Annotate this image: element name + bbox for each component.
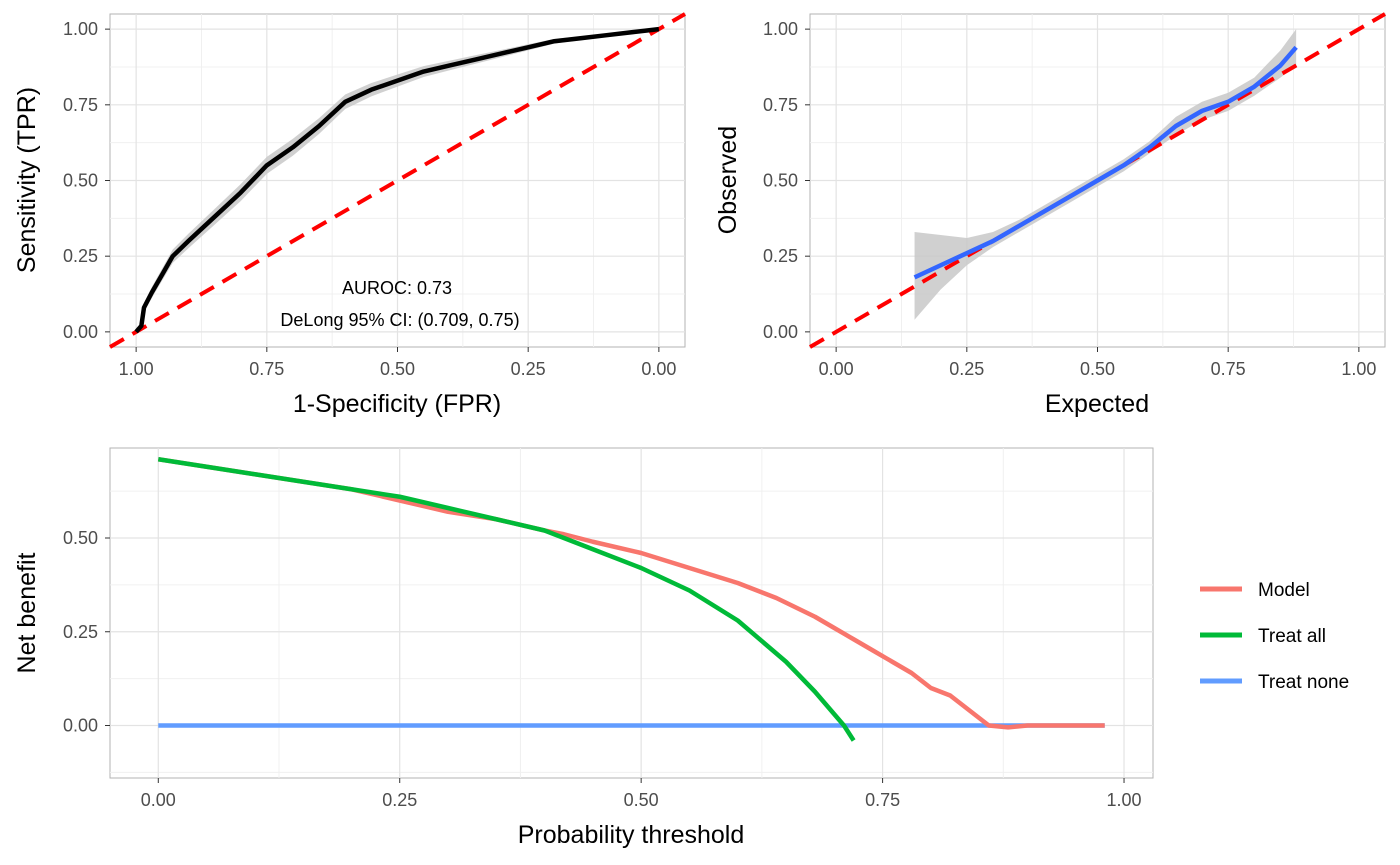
y-tick-label: 0.00	[63, 322, 98, 342]
x-tick-label: 0.25	[382, 790, 417, 810]
y-tick-label: 0.75	[63, 95, 98, 115]
x-tick-label: 1.00	[1107, 790, 1142, 810]
calibration-reference-line	[808, 12, 1387, 349]
roc-grid	[110, 14, 685, 347]
x-tick-label: 1.00	[1341, 359, 1376, 379]
decision-curve-x-axis-title: Probability threshold	[518, 821, 745, 849]
x-tick-label: 0.00	[141, 790, 176, 810]
roc-y-axis-title: Sensitivity (TPR)	[13, 87, 41, 273]
roc-diagonal-reference	[108, 12, 687, 349]
x-tick-label: 0.00	[819, 359, 854, 379]
roc-x-ticks: 1.00 0.75 0.50 0.25 0.00	[119, 347, 676, 379]
decision-curve-y-axis-title: Net benefit	[13, 552, 41, 673]
roc-y-ticks: 0.00 0.25 0.50 0.75 1.00	[63, 19, 110, 342]
y-tick-label: 1.00	[63, 19, 98, 39]
y-tick-label: 0.50	[63, 171, 98, 191]
roc-x-axis-title: 1-Specificity (FPR)	[293, 390, 501, 418]
legend-label-treat-none: Treat none	[1258, 672, 1349, 693]
auroc-annotation: AUROC: 0.73	[342, 278, 452, 298]
decision-curve-panel-border	[109, 447, 1154, 779]
x-tick-label: 0.50	[1080, 359, 1115, 379]
calibration-y-axis-title: Observed	[714, 126, 742, 234]
x-tick-label: 0.25	[511, 359, 546, 379]
x-tick-label: 0.00	[641, 359, 676, 379]
x-tick-label: 1.00	[119, 359, 154, 379]
x-tick-label: 0.75	[1211, 359, 1246, 379]
x-tick-label: 0.25	[949, 359, 984, 379]
calibration-curve-line	[913, 45, 1298, 280]
legend-label-treat-all: Treat all	[1258, 626, 1326, 647]
y-tick-label: 0.75	[763, 95, 798, 115]
roc-panel: 1.00 0.75 0.50 0.25 0.00 0.000.250.500.751.0…	[13, 12, 687, 418]
y-tick-label: 0.00	[763, 322, 798, 342]
roc-curve-line	[134, 26, 660, 334]
y-tick-label: 1.00	[763, 19, 798, 39]
calibration-y-ticks: 0.00 0.25 0.50 0.75 1.00	[763, 19, 810, 342]
calibration-grid	[810, 14, 1385, 347]
treat-all-line	[157, 457, 856, 742]
roc-curve	[134, 26, 660, 334]
x-tick-label: 0.75	[865, 790, 900, 810]
decision-curve-y-ticks: 0.00 0.25 0.50	[63, 528, 110, 736]
decision-curve-x-ticks: 0.00 0.25 0.50 0.75 1.00	[141, 778, 1142, 810]
calibration-diagonal-reference	[808, 12, 1387, 349]
y-tick-label: 0.00	[63, 716, 98, 736]
model-line	[157, 457, 1105, 730]
decision-curve-panel: 0.00 0.25 0.50 0.75 1.00 0.00 0.25 0.50 Probab…	[13, 447, 1349, 849]
calibration-x-ticks: 0.00 0.25 0.50 0.75 1.00	[819, 347, 1376, 379]
calibration-x-axis-title: Expected	[1045, 390, 1149, 418]
decision-curve-legend: Model Treat all Treat none	[1200, 580, 1349, 693]
y-tick-label: 0.25	[63, 246, 98, 266]
roc-reference-line	[108, 12, 687, 349]
calibration-curve	[913, 45, 1298, 280]
y-tick-label: 0.50	[763, 171, 798, 191]
x-tick-label: 0.50	[380, 359, 415, 379]
legend-label-model: Model	[1258, 580, 1310, 601]
decision-curve-lines	[157, 457, 1105, 742]
x-tick-label: 0.75	[249, 359, 284, 379]
delong-ci-annotation: DeLong 95% CI: (0.709, 0.75)	[280, 310, 519, 330]
y-tick-label: 0.50	[63, 528, 98, 548]
x-tick-label: 0.50	[624, 790, 659, 810]
calibration-panel: 0.00 0.25 0.50 0.75 1.00 0.00 0.25 0.50 0.75 1.0…	[714, 12, 1387, 418]
y-tick-label: 0.25	[63, 622, 98, 642]
y-tick-label: 0.25	[763, 246, 798, 266]
